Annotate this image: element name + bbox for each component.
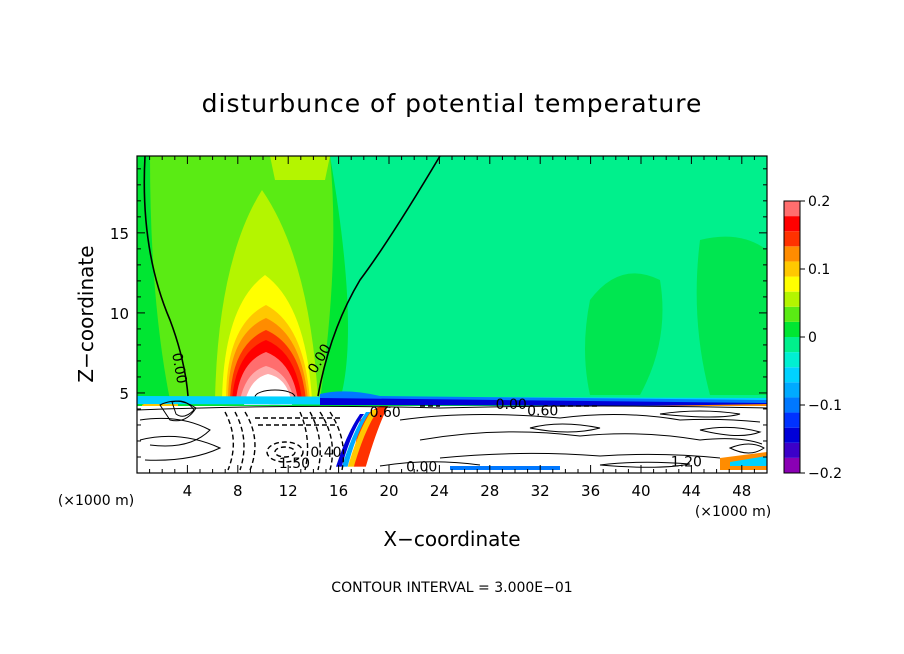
colorbar-swatch	[784, 337, 800, 353]
colorbar-swatch	[784, 367, 800, 383]
bottom-strip-blue	[450, 466, 560, 470]
colorbar-tick-label: −0.1	[808, 398, 842, 414]
colorbar-tick-label: −0.2	[808, 466, 842, 482]
contour-label: 1.50	[279, 456, 310, 472]
contour-label: 0.60	[370, 405, 401, 421]
colorbar-swatch	[784, 442, 800, 458]
contour-zero-right	[317, 156, 441, 397]
x-tick-label: 16	[329, 482, 348, 500]
plot-area	[137, 156, 767, 473]
x-tick-label: 24	[430, 482, 449, 500]
cold-layer-3	[320, 398, 767, 406]
colorbar-swatch	[784, 261, 800, 277]
x-tick-label: 48	[732, 482, 751, 500]
y-tick-label: 5	[119, 385, 129, 403]
dashed-contours	[224, 405, 600, 471]
x-axis-unit-right: (×1000 m)	[695, 504, 771, 520]
x-tick-label: 32	[531, 482, 550, 500]
contour-zero-left	[143, 156, 189, 397]
x-tick-label: 20	[379, 482, 398, 500]
colorbar-tick-label: 0.1	[808, 262, 830, 278]
y-tick-label: 15	[110, 225, 129, 243]
contour-label: 0.40	[310, 445, 341, 461]
colorbar-tick-label: 0.2	[808, 194, 830, 210]
x-tick-label: 4	[183, 482, 193, 500]
x-tick-label: 44	[682, 482, 701, 500]
contour-interval-note: CONTOUR INTERVAL = 3.000E−01	[331, 580, 572, 596]
colorbar-swatch	[784, 321, 800, 337]
colorbar-swatch	[784, 412, 800, 428]
contour-label: 0.00	[168, 352, 189, 385]
contour-label: 0.00	[496, 397, 527, 413]
colorbar-swatch	[784, 397, 800, 413]
field-region-warm-top	[270, 156, 330, 180]
colorbar-swatch	[784, 352, 800, 368]
colorbar-tick-label: 0	[808, 330, 817, 346]
contour-label: 1.20	[671, 455, 702, 471]
colorbar-swatch	[784, 291, 800, 307]
bottom-strip-teal	[730, 456, 767, 466]
y-axis-label: Z−coordinate	[74, 245, 98, 382]
colorbar-swatch	[784, 306, 800, 322]
x-axis-unit-left: (×1000 m)	[58, 493, 134, 509]
rainbow-band-4	[334, 414, 364, 473]
colorbar-swatch	[784, 216, 800, 232]
lower-contours	[137, 400, 767, 468]
x-tick-label: 28	[480, 482, 499, 500]
x-tick-label: 40	[631, 482, 650, 500]
contour-label: 0.60	[527, 403, 558, 419]
lower-region	[137, 406, 767, 473]
colorbar-swatch	[784, 246, 800, 262]
colorbar-swatch	[784, 457, 800, 473]
colorbar-swatch	[784, 427, 800, 443]
x-tick-label: 8	[233, 482, 243, 500]
y-tick-label: 10	[110, 305, 129, 323]
field-region-cool-3	[696, 236, 767, 395]
rainbow-band-2	[346, 410, 378, 473]
colorbar-swatch	[784, 276, 800, 292]
x-tick-label: 12	[279, 482, 298, 500]
chart-title: disturbunce of potential temperature	[202, 89, 703, 118]
x-tick-label: 36	[581, 482, 600, 500]
x-axis-label: X−coordinate	[383, 527, 520, 551]
rainbow-band-3	[340, 412, 370, 473]
colorbar-swatch	[784, 201, 800, 217]
colorbar-swatch	[784, 382, 800, 398]
colorbar: 0.2 0.1 0 −0.1 −0.2	[783, 194, 842, 482]
field-region-cool-2	[585, 273, 663, 395]
x-axis: 4 8 12 16 20 24 28 32 36 40 44 48	[149, 156, 755, 500]
colorbar-swatch	[784, 231, 800, 247]
y-axis: 5 10 15	[110, 168, 767, 458]
